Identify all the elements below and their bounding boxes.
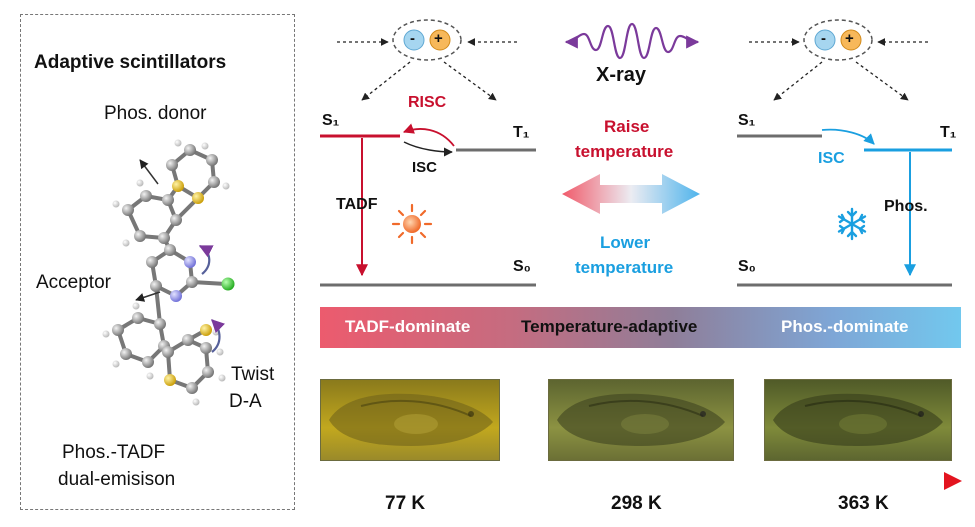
xray-image-298k <box>548 379 734 461</box>
t1-label: T₁ <box>940 124 957 141</box>
charge-pair-left <box>337 19 517 101</box>
panel-title: Adaptive scintillators <box>34 52 227 73</box>
tadf-label: TADF <box>336 196 378 213</box>
lower-temperature-label: temperature <box>575 258 674 277</box>
twist-label: Twist <box>231 364 275 385</box>
temperature-double-arrow <box>562 174 700 214</box>
isc-label: ISC <box>818 150 845 167</box>
xray-image-363k <box>764 379 952 461</box>
temperature-axis-arrowhead <box>944 472 962 490</box>
twist-arrow-icon <box>198 245 214 275</box>
energy-diagram-left <box>320 123 536 287</box>
risc-label: RISC <box>408 94 447 111</box>
minus-charge: - <box>821 30 826 47</box>
acceptor-label: Acceptor <box>36 272 111 293</box>
s0-label: S₀ <box>738 258 756 275</box>
phos-dominate-label: Phos.-dominate <box>781 317 909 336</box>
s1-label: S₁ <box>322 112 340 129</box>
sun-icon <box>391 203 433 245</box>
emission-regime-bar <box>320 307 961 348</box>
minus-charge: - <box>410 30 415 47</box>
snowflake-icon <box>837 207 867 241</box>
charge-pair-right <box>749 19 928 101</box>
xray-wave-icon <box>564 22 700 60</box>
twist-da-label: D-A <box>229 391 262 412</box>
twist-arrow-icon <box>211 319 226 353</box>
temperature-298k: 298 K <box>611 493 662 514</box>
raise-temperature-label: temperature <box>575 142 674 161</box>
temperature-77k: 77 K <box>385 493 426 514</box>
t1-label: T₁ <box>513 124 530 141</box>
dipole-arrow <box>139 159 159 185</box>
molecule-panel <box>20 14 295 510</box>
xray-label: X-ray <box>596 64 647 86</box>
plus-charge: + <box>434 30 443 47</box>
phos-label: Phos. <box>884 198 928 215</box>
dual-emission-label-2: dual-emisison <box>58 469 176 490</box>
raise-label: Raise <box>604 117 650 136</box>
s1-label: S₁ <box>738 112 756 129</box>
dual-emission-label: Phos.-TADF <box>62 442 166 463</box>
dipole-arrow <box>135 291 161 302</box>
molecule-atoms <box>102 139 235 406</box>
temperature-adaptive-label: Temperature-adaptive <box>521 317 698 336</box>
phos-donor-label: Phos. donor <box>104 103 207 124</box>
energy-diagram-right <box>737 128 952 287</box>
s0-label: S₀ <box>513 258 531 275</box>
isc-label: ISC <box>412 159 438 176</box>
lower-label: Lower <box>600 233 651 252</box>
plus-charge: + <box>845 30 854 47</box>
temperature-363k: 363 K <box>838 493 889 514</box>
xray-image-77k <box>320 379 500 461</box>
tadf-dominate-label: TADF-dominate <box>345 317 471 336</box>
